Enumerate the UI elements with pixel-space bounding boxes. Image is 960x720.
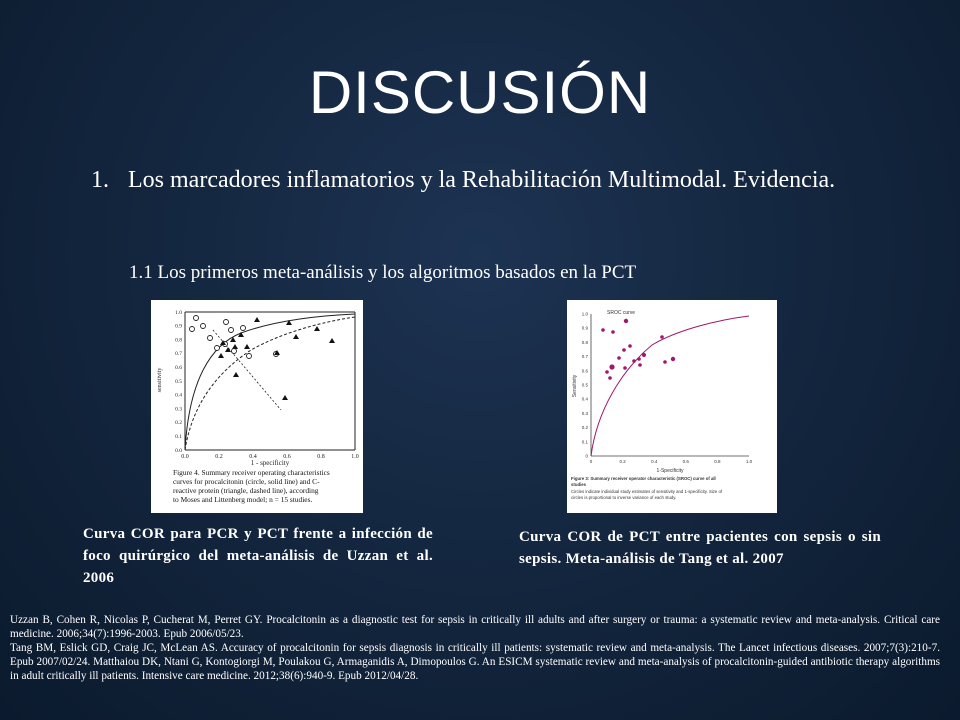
reference-2: Tang BM, Eslick GD, Craig JC, McLean AS.… — [10, 642, 940, 682]
figure-tang-sroc: SROC curve 0 0.1 0.2 0.3 0.4 0.5 0.6 0.7 0.8 0.9 1… — [567, 300, 777, 513]
point-text: Los marcadores inflamatorios y la Rehabi… — [128, 167, 836, 193]
fig2-yticks-label: 0.6 — [582, 368, 589, 373]
fig2-yticks-label: 0.8 — [582, 340, 589, 345]
fig1-yticks-label: 0.6 — [175, 365, 182, 371]
fig2-yticks-label: 0 — [585, 454, 588, 459]
fig1-pct-curve — [184, 313, 356, 451]
fig2-yticks-label: 0.4 — [582, 397, 589, 402]
fig2-xticks-label: 0 — [590, 459, 593, 464]
fig2-xlabel: 1-Specificity — [657, 468, 684, 474]
fig1-y-ticks: 0.0 0.1 0.2 0.3 0.4 0.5 0.6 0.7 0.8 0.9 1.0 — [175, 310, 182, 454]
fig1-yticks-label: 0.2 — [175, 420, 182, 426]
fig2-x-ticks: 0 0.2 0.4 0.6 0.8 1.0 — [590, 459, 753, 464]
fig1-yticks-label: 0.1 — [175, 434, 182, 440]
caption-tang: Curva COR de PCT entre pacientes con sep… — [519, 529, 881, 567]
fig2-y-ticks: 0 0.1 0.2 0.3 0.4 0.5 0.6 0.7 0.8 0.9 1.0 — [582, 312, 589, 459]
fig2-ylabel: Sensitivity — [572, 374, 578, 397]
fig1-crp-curve — [184, 316, 356, 451]
slide-title: DISCUSIÓN — [308, 59, 652, 126]
svg-text:Circles indicate individual st: Circles indicate individual study estima… — [571, 489, 723, 494]
fig2-xticks-label: 0.8 — [714, 459, 721, 464]
fig2-sroc-curve — [590, 315, 750, 457]
subpoint: 1.1 Los primeros meta-análisis y los alg… — [129, 262, 637, 283]
fig1-xticks-label: 1.0 — [351, 454, 359, 460]
fig1-yticks-label: 0.7 — [175, 351, 182, 357]
fig2-yticks-label: 1.0 — [582, 312, 589, 317]
fig1-xticks-label: 0.0 — [181, 454, 189, 460]
fig1-xticks-label: 0.8 — [317, 454, 325, 460]
fig2-xticks-label: 0.2 — [619, 459, 626, 464]
caption-uzzan: Curva COR para PCR y PCT frente a infecc… — [83, 526, 433, 586]
svg-text:circles is proportional to inv: circles is proportional to inverse varia… — [571, 495, 676, 500]
svg-text:curves for procalcitonin (circ: curves for procalcitonin (circle, solid … — [173, 477, 320, 486]
svg-text:reactive protein (triangle, da: reactive protein (triangle, dashed line)… — [173, 486, 319, 495]
fig1-yticks-label: 0.9 — [175, 324, 182, 330]
fig2-yticks-label: 0.1 — [582, 439, 589, 444]
fig2-chart-title: SROC curve — [607, 310, 635, 316]
svg-text:Figure 3: Summary receiver ope: Figure 3: Summary receiver operator char… — [571, 476, 716, 481]
fig2-yticks-label: 0.3 — [582, 411, 589, 416]
fig1-triangles — [218, 317, 335, 400]
fig1-ylabel: sensitivity — [157, 368, 163, 393]
reference-1: Uzzan B, Cohen R, Nicolas P, Cucherat M,… — [10, 614, 940, 640]
svg-text:studies: studies — [571, 482, 587, 487]
fig2-study-points — [601, 318, 676, 380]
fig1-yticks-label: 0.0 — [175, 448, 182, 454]
fig1-yticks-label: 0.8 — [175, 337, 182, 343]
fig2-xticks-label: 0.4 — [651, 459, 658, 464]
point-number: 1. — [91, 167, 109, 193]
fig2-yticks-label: 0.5 — [582, 383, 589, 388]
fig1-x-ticks: 0.0 0.2 0.4 0.6 0.8 1.0 — [181, 454, 359, 460]
fig2-caption: Figure 3: Summary receiver operator char… — [571, 476, 723, 500]
fig1-xticks-label: 0.4 — [249, 454, 257, 460]
figure-uzzan-sroc: 0.0 0.1 0.2 0.3 0.4 0.5 0.6 0.7 0.8 0.9 1.0 0.0 0.2… — [151, 300, 363, 513]
svg-text:to Moses and Littenberg model;: to Moses and Littenberg model; n = 15 st… — [173, 495, 312, 504]
fig1-axes — [184, 311, 356, 451]
fig1-yticks-label: 0.5 — [175, 379, 182, 385]
fig1-yticks-label: 1.0 — [175, 310, 182, 316]
fig1-xlabel: 1 - specificity — [251, 459, 290, 467]
fig1-yticks-label: 0.3 — [175, 406, 182, 412]
fig1-yticks-label: 0.4 — [175, 393, 182, 399]
fig1-xticks-label: 0.6 — [283, 454, 291, 460]
fig1-xticks-label: 0.2 — [215, 454, 223, 460]
svg-text:Figure 4. Summary receiver ope: Figure 4. Summary receiver operating cha… — [173, 468, 330, 477]
fig2-yticks-label: 0.2 — [582, 425, 589, 430]
fig2-xticks-label: 0.6 — [683, 459, 690, 464]
references: Uzzan B, Cohen R, Nicolas P, Cucherat M,… — [10, 613, 940, 683]
fig1-circles — [189, 315, 279, 359]
fig2-xticks-label: 1.0 — [746, 459, 753, 464]
fig2-axes — [590, 314, 749, 457]
fig2-yticks-label: 0.7 — [582, 354, 589, 359]
fig1-caption: Figure 4. Summary receiver operating cha… — [173, 468, 330, 504]
fig2-yticks-label: 0.9 — [582, 326, 589, 331]
